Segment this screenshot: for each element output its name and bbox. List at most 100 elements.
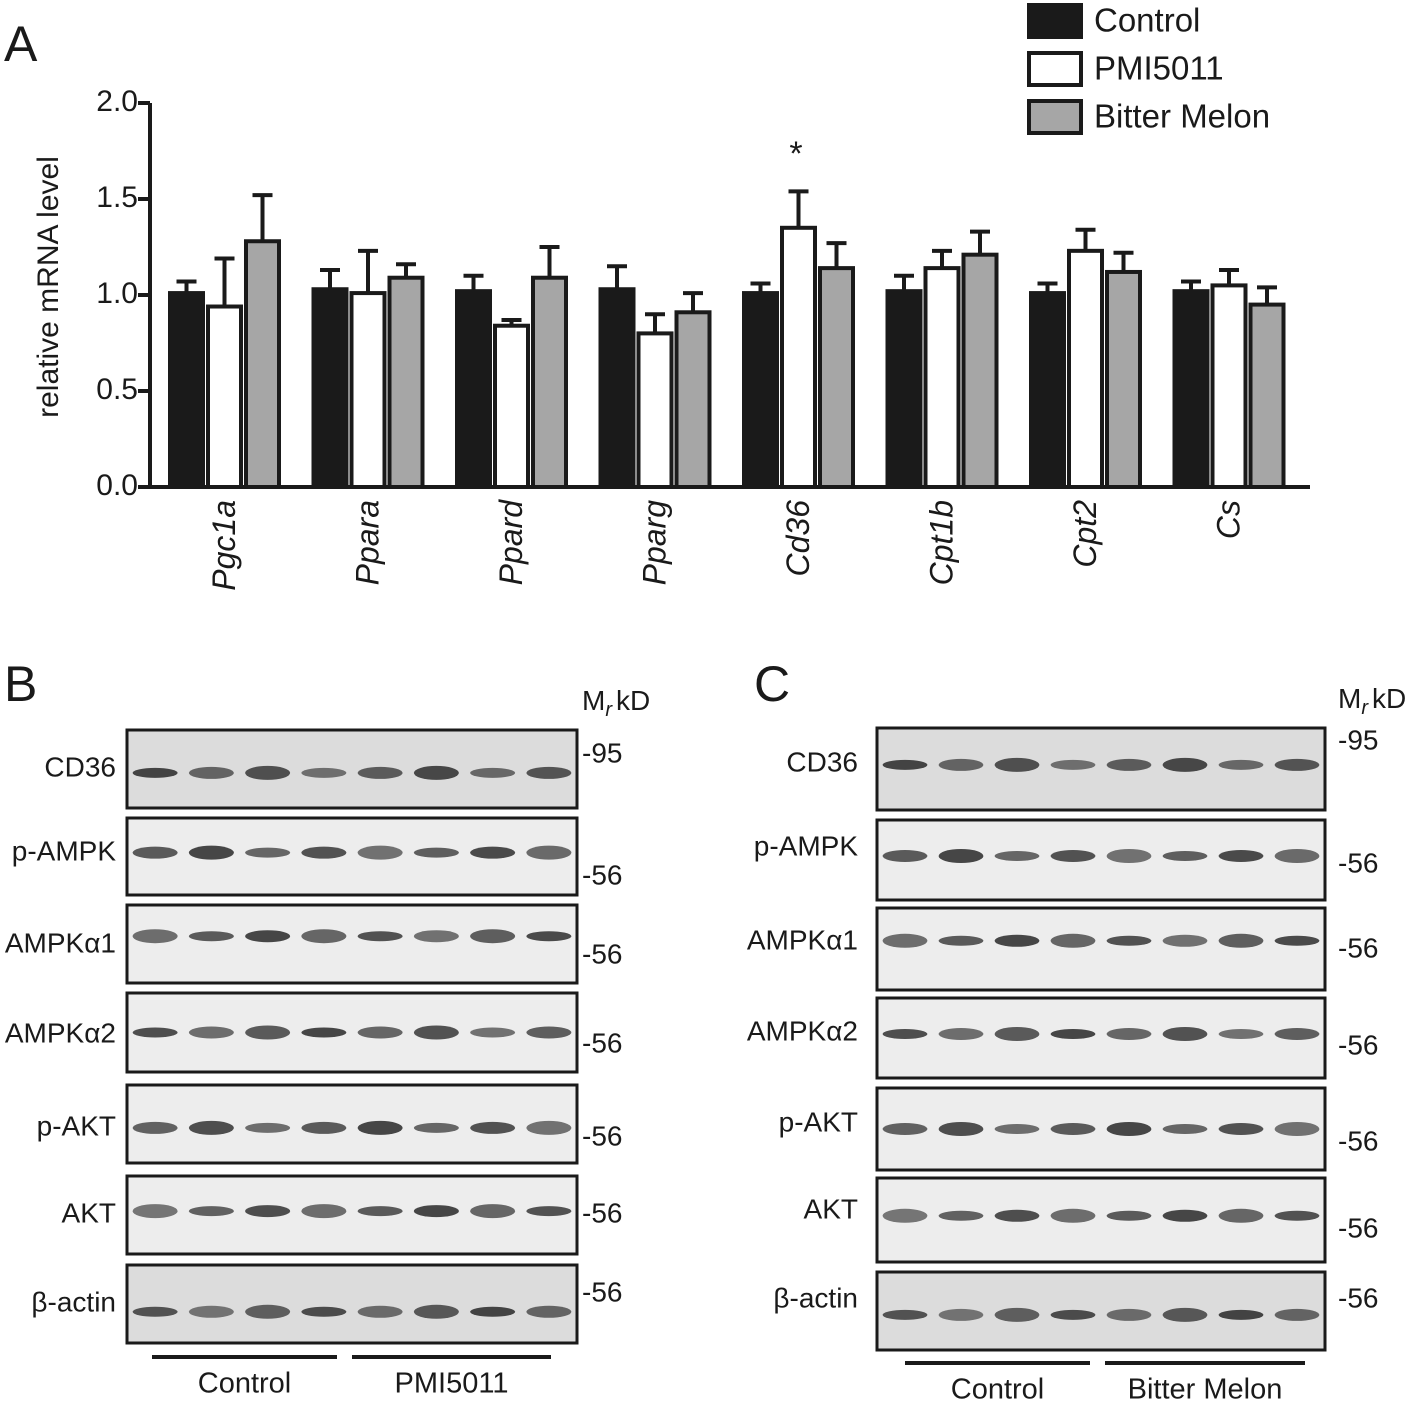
blot-band xyxy=(1274,758,1320,771)
blot-band xyxy=(301,1306,347,1317)
blot-band xyxy=(1274,1308,1320,1321)
mr-unit: kD xyxy=(616,685,650,716)
blot-band xyxy=(1162,1307,1208,1322)
blot-band xyxy=(413,1205,459,1218)
blot-band xyxy=(1218,1123,1264,1135)
mw-marker: -56 xyxy=(582,1027,622,1058)
legend-label: PMI5011 xyxy=(1094,50,1224,87)
blot-band xyxy=(994,1124,1040,1134)
blot-band xyxy=(357,845,403,860)
blot-band xyxy=(1106,849,1152,863)
mr-symbol: M xyxy=(582,685,605,716)
blot-strip xyxy=(875,906,1327,992)
blot-row-label: CD36 xyxy=(786,746,858,777)
bar xyxy=(598,287,636,489)
blot-band xyxy=(301,846,347,859)
blot-row-label: CD36 xyxy=(44,751,116,782)
blot-row-label: AMPKα2 xyxy=(747,1015,858,1046)
blot-band xyxy=(1274,1122,1320,1136)
y-tick-label: 1.0 xyxy=(96,277,138,310)
blot-band xyxy=(132,929,178,944)
blot-row-label: AKT xyxy=(62,1197,116,1228)
y-axis-label: relative mRNA level xyxy=(32,156,65,418)
blot-band xyxy=(245,847,291,858)
blot-band xyxy=(1106,1210,1152,1221)
bar xyxy=(1248,302,1286,489)
blot-band xyxy=(938,1028,984,1040)
blot-band xyxy=(301,767,347,778)
y-tick-label: 1.5 xyxy=(96,181,138,214)
bar xyxy=(387,275,425,489)
blot-band xyxy=(245,1304,291,1319)
blot-band xyxy=(1050,759,1096,770)
blot-band xyxy=(245,765,291,780)
blot-band xyxy=(1106,758,1152,771)
x-tick-label: Pparg xyxy=(636,500,672,586)
blot-band xyxy=(470,767,516,778)
blot-band xyxy=(470,846,516,859)
bar xyxy=(349,291,387,489)
blot-band xyxy=(357,931,403,942)
mw-marker: -95 xyxy=(582,737,622,768)
panel-label: A xyxy=(4,16,38,72)
blot-band xyxy=(1162,1027,1208,1041)
bar xyxy=(1029,291,1066,489)
blot-strip xyxy=(125,903,579,985)
blot-band xyxy=(132,767,178,778)
mr-unit: kD xyxy=(1372,683,1406,714)
blot-band xyxy=(301,1027,347,1038)
blot-row-label: p-AKT xyxy=(779,1106,858,1137)
blot-band xyxy=(132,1121,178,1134)
blot-band xyxy=(132,1027,178,1038)
legend-swatch xyxy=(1027,3,1083,39)
panel-label: B xyxy=(4,656,37,712)
x-tick-label: Ppard xyxy=(493,499,529,586)
blot-band xyxy=(882,850,928,862)
blot-band xyxy=(357,766,403,779)
bar xyxy=(493,323,530,489)
blot-band xyxy=(188,1305,234,1318)
bar xyxy=(1210,283,1248,489)
blot-band xyxy=(938,1308,984,1321)
blot-band xyxy=(301,1121,347,1134)
blot-strip xyxy=(125,1263,579,1345)
x-tick-label: Cs xyxy=(1210,500,1246,539)
blot-band xyxy=(882,1029,928,1039)
blot-band xyxy=(1218,850,1264,862)
legend-label: Control xyxy=(1094,2,1200,39)
blot-band xyxy=(413,1304,459,1319)
blot-row-label: AMPKα2 xyxy=(5,1017,116,1048)
blot-band xyxy=(357,1305,403,1318)
blot-band xyxy=(357,1206,403,1217)
blot-band xyxy=(470,1027,516,1038)
blot-band xyxy=(1050,1029,1096,1039)
blot-band xyxy=(526,1206,572,1217)
blot-band xyxy=(188,766,234,779)
bar xyxy=(961,252,999,489)
blot-band xyxy=(1218,1208,1264,1223)
bar xyxy=(206,304,243,489)
x-tick-label: Cpt2 xyxy=(1067,500,1103,568)
x-tick-label: Cpt1b xyxy=(923,500,959,585)
blot-band xyxy=(132,1306,178,1317)
mr-subscript: r xyxy=(605,699,613,721)
mw-marker: -56 xyxy=(1338,1282,1378,1313)
mw-marker: -56 xyxy=(1338,847,1378,878)
blot-band xyxy=(470,1121,516,1134)
blot-band xyxy=(938,758,984,771)
blot-band xyxy=(526,1120,572,1135)
bar xyxy=(531,275,568,489)
significance-marker: * xyxy=(789,135,802,173)
blot-band xyxy=(1050,933,1096,948)
mw-marker: -56 xyxy=(582,1197,622,1228)
blot-band xyxy=(413,930,459,943)
blot-band xyxy=(188,1120,234,1135)
blot-row-label: β-actin xyxy=(773,1282,858,1313)
mw-marker: -56 xyxy=(582,938,622,969)
bar xyxy=(244,239,281,489)
bar xyxy=(168,291,205,489)
bar xyxy=(636,331,674,489)
blot-band xyxy=(1106,1122,1152,1136)
bar xyxy=(1105,269,1142,489)
blot-band xyxy=(413,1025,459,1040)
